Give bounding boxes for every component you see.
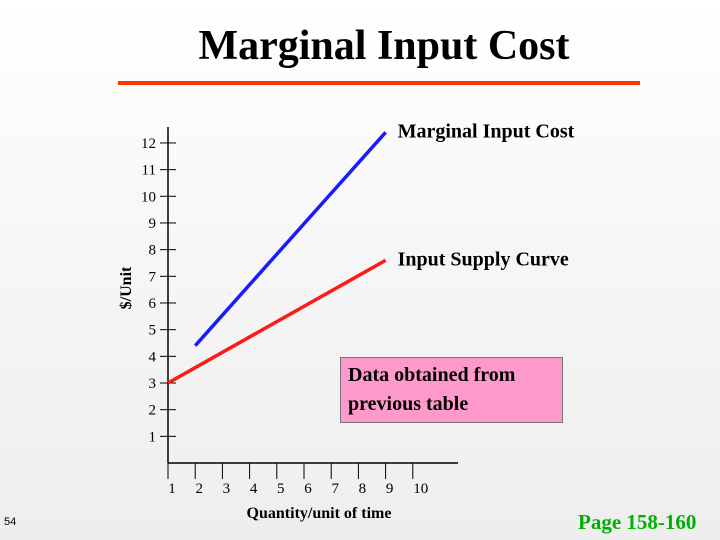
x-axis-title: Quantity/unit of time (247, 505, 392, 522)
x-tick-label: 10 (413, 481, 428, 497)
title-underline (118, 81, 640, 85)
axes (167, 126, 458, 464)
x-tick-label: 6 (304, 481, 312, 497)
y-tick-label: 11 (142, 163, 156, 179)
series-label: Input Supply Curve (398, 248, 569, 270)
y-tick-label: 10 (141, 189, 156, 205)
y-tick-label: 7 (149, 269, 157, 285)
x-tick-label: 5 (277, 481, 285, 497)
x-tick-label: 1 (168, 481, 176, 497)
series-line (167, 258, 387, 385)
note-line-2: previous table (348, 393, 469, 415)
y-tick-label: 2 (149, 403, 157, 419)
y-tick-label: 8 (149, 243, 157, 259)
series-label: Marginal Input Cost (398, 120, 575, 142)
page-title: Marginal Input Cost (198, 23, 570, 69)
labels: Marginal Input Cost Input Supply Curve Qua… (118, 120, 575, 522)
x-tick-label: 4 (250, 481, 258, 497)
x-tick-label: 7 (331, 481, 339, 497)
note-line-1: Data obtained from (348, 364, 516, 386)
y-tick-label: 4 (149, 349, 157, 365)
x-tick-label: 9 (386, 481, 394, 497)
y-tick-label: 1 (149, 429, 157, 445)
y-tick-label: 5 (149, 323, 157, 339)
y-tick-label: 9 (149, 216, 157, 232)
x-tick-label: 3 (223, 481, 231, 497)
x-tick-label: 8 (359, 481, 367, 497)
slide-number: 54 (4, 516, 17, 528)
y-tick-label: 6 (149, 296, 157, 312)
y-tick-label: 3 (149, 376, 157, 392)
y-tick-label: 12 (141, 136, 156, 152)
data-source-note: Data obtained from previous table (340, 357, 563, 423)
series-line (193, 131, 387, 347)
y-axis-title: $/Unit (118, 266, 135, 309)
series-lines (167, 131, 387, 385)
page-reference: Page 158-160 (578, 510, 697, 534)
x-tick-label: 2 (195, 481, 203, 497)
